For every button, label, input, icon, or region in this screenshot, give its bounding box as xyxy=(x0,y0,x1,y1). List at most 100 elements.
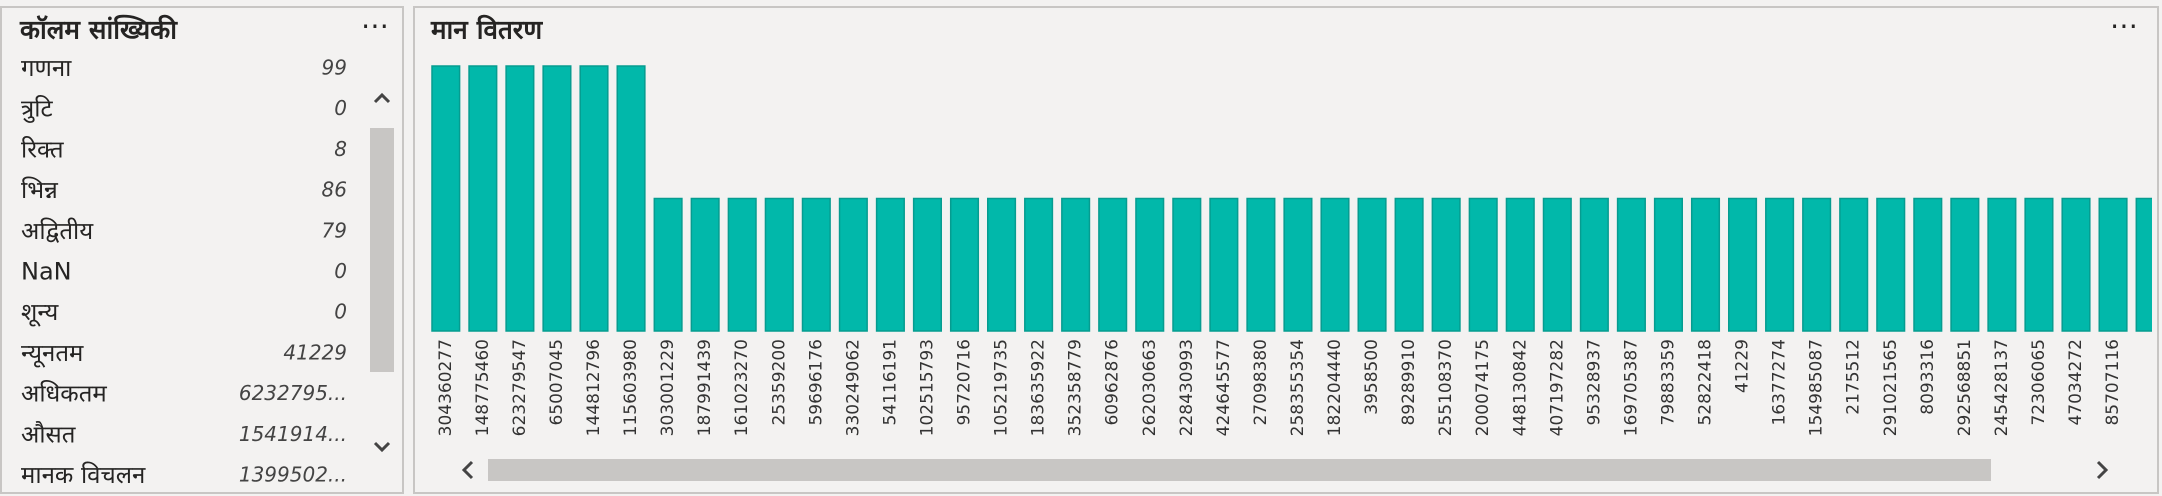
scroll-down[interactable] xyxy=(373,441,391,453)
x-tick-label: 154985087 xyxy=(1807,339,1827,436)
bar xyxy=(1987,197,2017,332)
bar xyxy=(1579,197,1609,332)
stat-value: 0 xyxy=(334,259,347,283)
stat-label: रिक्त xyxy=(21,135,65,163)
scroll-thumb[interactable] xyxy=(370,128,394,372)
x-tick-label: 304360277 xyxy=(436,339,456,436)
bar xyxy=(1690,197,1721,332)
stat-label: शून्य xyxy=(21,298,59,327)
scroll-left[interactable] xyxy=(461,460,474,480)
x-tick-label: 182204440 xyxy=(1325,339,1345,436)
bar xyxy=(1728,197,1758,332)
x-tick-label: 60962876 xyxy=(1103,339,1123,426)
h-scroll-thumb[interactable] xyxy=(488,459,1991,481)
x-tick-label: 258355354 xyxy=(1288,339,1308,436)
bar xyxy=(801,197,831,332)
x-tick-label: 47034272 xyxy=(2066,339,2086,426)
bar xyxy=(1616,197,1646,332)
x-tick-label: 187991439 xyxy=(695,339,715,436)
x-tick-label: 262030663 xyxy=(1140,339,1160,436)
bar xyxy=(1024,197,1054,332)
x-tick-label: 200074175 xyxy=(1473,339,1493,436)
x-tick-label: 8093316 xyxy=(1918,339,1938,415)
bar xyxy=(1653,197,1684,332)
x-tick-label: 245428137 xyxy=(1992,339,2012,436)
stats-panel xyxy=(0,6,404,494)
bar xyxy=(838,197,868,332)
stat-label: अद्वितीय xyxy=(21,217,94,245)
x-tick-label: 79883359 xyxy=(1658,339,1678,426)
bar xyxy=(1468,197,1498,332)
x-tick-label: 148775460 xyxy=(473,339,493,436)
bar xyxy=(2024,197,2054,332)
x-tick-label: 89289910 xyxy=(1399,339,1419,426)
bar xyxy=(579,65,609,332)
x-tick-label: 3958500 xyxy=(1362,339,1382,415)
stats-title: कॉलम सांख्यिकी xyxy=(19,15,178,46)
scroll-right[interactable] xyxy=(2096,460,2109,480)
bar xyxy=(764,197,794,332)
stat-value: 1399502... xyxy=(239,463,347,487)
x-tick-label: 330249062 xyxy=(843,339,863,436)
chart-title: मान वितरण xyxy=(430,15,543,46)
stat-label: भिन्न xyxy=(21,176,59,204)
bar xyxy=(1357,197,1387,332)
bar xyxy=(1394,197,1424,332)
bar xyxy=(542,65,572,332)
bar xyxy=(1209,197,1239,332)
more-options[interactable]: ⋯ xyxy=(361,9,389,42)
stat-label: मानक विचलन xyxy=(21,461,146,489)
bar xyxy=(505,65,535,332)
stat-value: 86 xyxy=(322,178,347,202)
stat-value: 1541914... xyxy=(239,422,347,446)
bar xyxy=(1542,197,1572,332)
x-tick-label: 65007045 xyxy=(547,339,567,426)
stat-value: 8 xyxy=(334,137,347,161)
x-tick-label: 95720716 xyxy=(955,339,975,426)
x-tick-label: 27098380 xyxy=(1251,339,1271,426)
x-tick-label: 161023270 xyxy=(732,339,752,436)
x-tick-label: 25359200 xyxy=(769,339,789,426)
x-tick-label: 228430993 xyxy=(1177,339,1197,436)
stat-value: 6232795... xyxy=(239,381,347,405)
x-tick-label: 59696176 xyxy=(806,339,826,426)
bar xyxy=(1876,197,1906,332)
bar xyxy=(1913,197,1943,332)
bar xyxy=(653,197,683,332)
stat-value: 0 xyxy=(334,300,347,324)
bar xyxy=(1320,197,1350,332)
x-tick-label: 407197282 xyxy=(1547,339,1567,436)
bar xyxy=(1839,197,1869,332)
x-tick-label: 41229 xyxy=(1733,339,1753,393)
stat-label: त्रुटि xyxy=(21,95,53,124)
bar xyxy=(987,197,1017,332)
bar xyxy=(431,65,461,332)
stat-value: 0 xyxy=(334,96,347,120)
x-tick-label: 85707116 xyxy=(2103,339,2123,426)
bar xyxy=(690,197,720,332)
bar xyxy=(2061,197,2091,332)
stat-label: अधिकतम xyxy=(21,380,107,408)
stat-value: 41229 xyxy=(283,340,347,364)
x-tick-label: 102515793 xyxy=(917,339,937,436)
x-tick-label: 292568851 xyxy=(1955,339,1975,436)
x-tick-label: 16377274 xyxy=(1770,339,1790,426)
x-tick-label: 72306065 xyxy=(2029,339,2049,426)
scroll-up[interactable] xyxy=(373,92,391,104)
bar xyxy=(1061,197,1091,332)
x-tick-label: 303001229 xyxy=(658,339,678,436)
stat-value: 99 xyxy=(322,56,347,80)
bar xyxy=(1135,197,1165,332)
bar xyxy=(2135,197,2152,332)
x-tick-label: 54116191 xyxy=(880,339,900,426)
bar xyxy=(912,197,943,332)
bar xyxy=(2098,197,2128,332)
x-tick-label: 424645577 xyxy=(1214,339,1234,436)
more-options[interactable]: ⋯ xyxy=(2110,9,2138,42)
x-tick-label: 95328937 xyxy=(1584,339,1604,426)
x-tick-label: 52822418 xyxy=(1696,339,1716,426)
bar xyxy=(875,197,905,332)
x-tick-label: 352358779 xyxy=(1066,339,1086,436)
